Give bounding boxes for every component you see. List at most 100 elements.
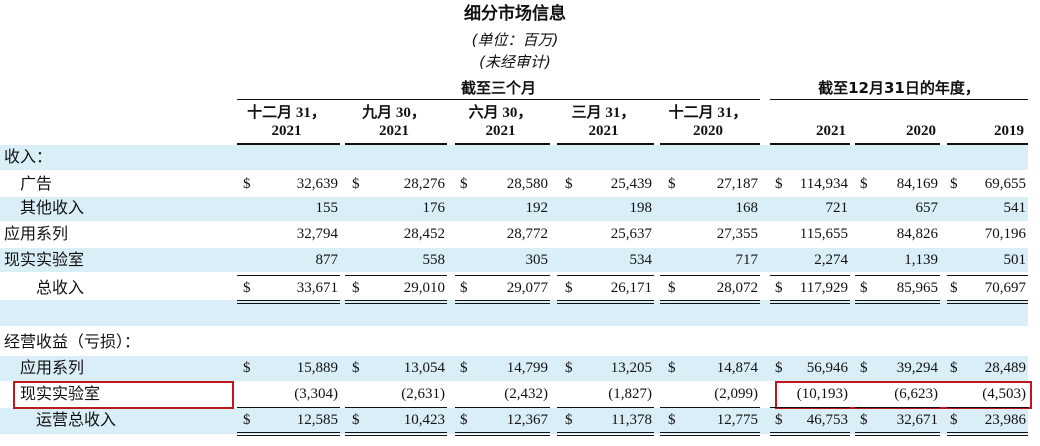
total-rule (557, 275, 654, 276)
currency-symbol: $ (460, 280, 468, 296)
header-rule (770, 143, 850, 145)
cell-value: 192 (525, 200, 549, 216)
total-rule (770, 407, 850, 408)
row-band (0, 300, 1028, 326)
cell-value: 12,367 (506, 412, 548, 428)
column-header: 2021 (588, 123, 619, 139)
cell-value: 721 (825, 200, 849, 216)
cell-value: 198 (629, 200, 653, 216)
double-rule (237, 303, 340, 304)
cell-value: 28,772 (506, 226, 548, 242)
cell-value: 13,205 (610, 360, 652, 376)
currency-symbol: $ (565, 412, 573, 428)
double-rule (455, 303, 550, 304)
double-rule (660, 300, 760, 301)
cell-value: 70,697 (984, 280, 1026, 296)
row-band (0, 145, 1028, 170)
double-rule (947, 432, 1028, 433)
cell-value: 56,946 (806, 360, 848, 376)
group-header: 截至12月31日的年度， (818, 79, 980, 97)
cell-value: 15,889 (296, 360, 338, 376)
total-rule (770, 275, 850, 276)
cell-value: 28,452 (403, 226, 445, 242)
currency-symbol: $ (243, 360, 251, 376)
cell-value: 117,929 (799, 280, 848, 296)
cell-value: 32,794 (296, 226, 338, 242)
header-rule (237, 143, 340, 145)
cell-value: 46,753 (806, 412, 848, 428)
total-rule (660, 407, 760, 408)
cell-value: (4,503) (982, 386, 1026, 402)
total-rule (557, 407, 654, 408)
cell-value: 26,171 (610, 280, 652, 296)
cell-value: 27,187 (716, 176, 758, 192)
double-rule (557, 432, 654, 433)
cell-value: 69,655 (984, 176, 1026, 192)
cell-value: 12,585 (296, 412, 338, 428)
total-rule (345, 407, 447, 408)
total-rule (345, 275, 447, 276)
cell-value: 23,986 (984, 412, 1026, 428)
currency-symbol: $ (860, 176, 868, 192)
total-rule (855, 275, 940, 276)
double-rule (947, 300, 1028, 301)
cell-value: 176 (422, 200, 446, 216)
rule (237, 99, 760, 100)
currency-symbol: $ (668, 360, 676, 376)
cell-value: 168 (735, 200, 759, 216)
cell-value: (2,631) (401, 386, 445, 402)
cell-value: 14,874 (716, 360, 758, 376)
column-header: 2021 (485, 123, 516, 139)
cell-value: 32,671 (896, 412, 938, 428)
currency-symbol: $ (352, 412, 360, 428)
cell-value: 657 (915, 200, 939, 216)
cell-value: 28,489 (984, 360, 1026, 376)
cell-value: 114,934 (799, 176, 848, 192)
currency-symbol: $ (950, 176, 958, 192)
cell-value: 85,965 (896, 280, 938, 296)
double-rule (345, 300, 447, 301)
cell-value: 305 (525, 252, 549, 268)
cell-value: 28,276 (403, 176, 445, 192)
currency-symbol: $ (352, 360, 360, 376)
currency-symbol: $ (775, 360, 783, 376)
double-rule (855, 300, 940, 301)
column-header: 2021 (271, 123, 302, 139)
cell-value: 877 (315, 252, 339, 268)
cell-value: 1,139 (904, 252, 938, 268)
double-rule (345, 303, 447, 304)
cell-value: 28,580 (506, 176, 548, 192)
cell-value: 25,637 (610, 226, 652, 242)
currency-symbol: $ (775, 280, 783, 296)
highlight-box (775, 381, 1032, 409)
currency-symbol: $ (950, 360, 958, 376)
total-rule (455, 407, 550, 408)
double-rule (855, 303, 940, 304)
currency-symbol: $ (460, 176, 468, 192)
cell-value: (2,099) (714, 386, 758, 402)
cell-value: 10,423 (403, 412, 445, 428)
column-header: 九月 30， (362, 105, 426, 121)
column-header: 2021 (379, 123, 409, 139)
header-rule (455, 143, 550, 145)
cell-value: 115,655 (799, 226, 848, 242)
double-rule (455, 300, 550, 301)
total-rule (237, 275, 340, 276)
cell-value: 28,072 (716, 280, 758, 296)
cell-value: 2,274 (814, 252, 848, 268)
double-rule (237, 435, 340, 436)
currency-symbol: $ (460, 412, 468, 428)
double-rule (557, 303, 654, 304)
cell-value: 27,355 (716, 226, 758, 242)
cell-value: (1,827) (608, 386, 652, 402)
column-header: 十二月 31， (668, 105, 748, 121)
row-label: 广告 (20, 174, 53, 193)
cell-value: 534 (629, 252, 653, 268)
double-rule (770, 303, 850, 304)
row-label: 现实实验室 (20, 384, 101, 403)
currency-symbol: $ (565, 360, 573, 376)
double-rule (345, 435, 447, 436)
total-rule (947, 275, 1028, 276)
cell-value: 541 (1003, 200, 1027, 216)
double-rule (557, 300, 654, 301)
